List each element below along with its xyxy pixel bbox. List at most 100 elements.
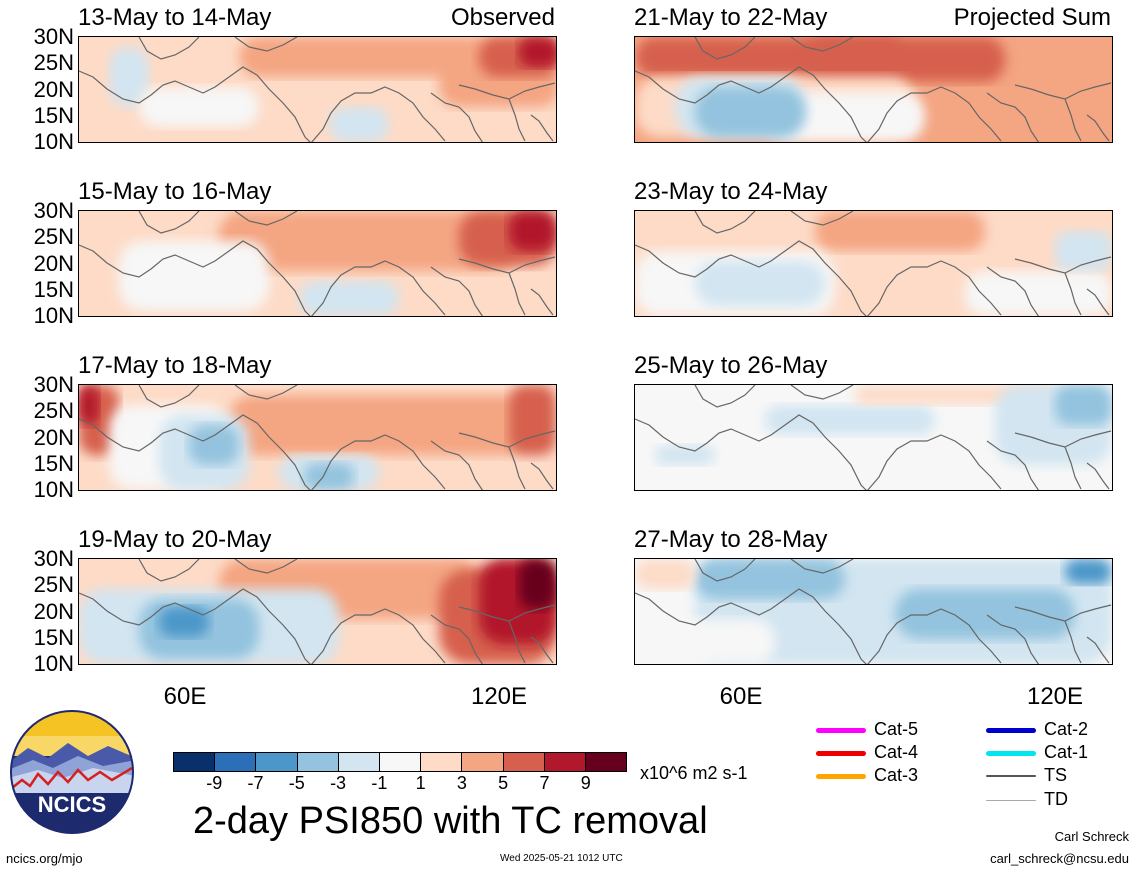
- panel-title: 17-May to 18-May: [78, 352, 272, 379]
- tc-legend-item: TD: [986, 790, 1068, 808]
- x-tick-label: 120E: [1026, 683, 1084, 710]
- colorbar-label: -5: [288, 773, 305, 793]
- tc-legend-item: Cat-5: [816, 720, 918, 738]
- tc-legend-line: [816, 727, 866, 733]
- colorbar-swatch: [544, 753, 586, 771]
- tc-legend-line: [816, 773, 866, 779]
- colorbar-swatch: [174, 753, 216, 771]
- tc-legend-line: [986, 775, 1036, 778]
- tc-legend-line: [986, 750, 1036, 756]
- y-tick-label: 20N: [33, 424, 74, 450]
- colorbar-label: -1: [371, 773, 388, 793]
- tc-legend-line: [816, 750, 866, 756]
- colorbar: [173, 752, 627, 772]
- colorbar-swatch: [503, 753, 545, 771]
- colorbar-label: 1: [415, 773, 426, 793]
- psi850-map: [78, 210, 557, 317]
- tc-legend-label: Cat-4: [874, 742, 919, 762]
- coastline: [635, 559, 1112, 664]
- tc-legend-label: TS: [1044, 765, 1068, 785]
- y-tick-label: 10N: [33, 129, 74, 154]
- colorbar-swatch: [338, 753, 380, 771]
- colorbar-swatch: [421, 753, 463, 771]
- colorbar-label: 9: [580, 773, 591, 793]
- colorbar-label: -3: [330, 773, 347, 793]
- tc-legend-label: Cat-2: [1044, 719, 1089, 739]
- colorbar-swatch: [462, 753, 504, 771]
- tc-legend-label: Cat-1: [1044, 742, 1089, 762]
- colorbar-label: -7: [247, 773, 264, 793]
- footer-url: ncics.org/mjo: [6, 851, 83, 866]
- footer-timestamp: Wed 2025-05-21 1012 UTC: [500, 853, 623, 864]
- psi850-map: [78, 36, 557, 143]
- panel-title: 15-May to 16-May: [78, 178, 272, 205]
- y-tick-label: 25N: [33, 572, 74, 598]
- colorbar-units: x10^6 m2 s-1: [640, 763, 748, 783]
- coastline: [635, 37, 1112, 142]
- logo-text: NCICS: [38, 792, 106, 817]
- coastline: [79, 211, 556, 316]
- panel-title: 27-May to 28-May: [634, 526, 828, 553]
- y-tick-label: 20N: [33, 598, 74, 624]
- x-tick-label: 120E: [470, 683, 528, 710]
- y-tick-label: 15N: [33, 276, 74, 302]
- colorbar-swatch: [297, 753, 339, 771]
- y-tick-label: 25N: [33, 398, 74, 424]
- colorbar-label: 5: [498, 773, 509, 793]
- colorbar-swatch: [256, 753, 298, 771]
- tc-legend-item: Cat-1: [986, 743, 1088, 761]
- observed-label: Observed: [450, 4, 555, 31]
- tc-legend-line: [986, 727, 1036, 733]
- y-tick-label: 15N: [33, 624, 74, 650]
- x-tick-label: 60E: [163, 683, 207, 710]
- panel-title: 19-May to 20-May: [78, 526, 272, 553]
- y-tick-label: 20N: [33, 250, 74, 276]
- y-tick-label: 10N: [33, 477, 74, 502]
- psi850-map: [634, 36, 1113, 143]
- tc-legend-item: TS: [986, 766, 1067, 784]
- y-tick-label: 30N: [33, 372, 74, 397]
- y-tick-label: 25N: [33, 224, 74, 250]
- tc-legend-label: Cat-3: [874, 765, 919, 785]
- psi850-map: [634, 384, 1113, 491]
- coastline: [635, 211, 1112, 316]
- y-tick-label: 15N: [33, 450, 74, 476]
- psi850-map: [78, 558, 557, 665]
- y-tick-label: 30N: [33, 24, 74, 49]
- panel-title: 13-May to 14-May: [78, 4, 272, 31]
- colorbar-swatch: [379, 753, 422, 771]
- y-tick-label: 10N: [33, 303, 74, 328]
- colorbar-label: 3: [456, 773, 467, 793]
- tc-legend-label: Cat-5: [874, 719, 919, 739]
- panel-title: 23-May to 24-May: [634, 178, 828, 205]
- footer-author: Carl Schreck: [1054, 829, 1129, 844]
- y-tick-label: 30N: [33, 198, 74, 223]
- colorbar-swatch: [215, 753, 257, 771]
- coastline: [79, 385, 556, 490]
- y-tick-label: 20N: [33, 76, 74, 102]
- tc-legend-label: TD: [1044, 789, 1068, 809]
- footer-email: carl_schreck@ncsu.edu: [990, 851, 1129, 866]
- x-tick-label: 60E: [719, 683, 763, 710]
- coastline: [79, 559, 556, 664]
- projected-sum-label: Projected Sum: [953, 4, 1111, 31]
- psi850-map: [78, 384, 557, 491]
- y-tick-label: 30N: [33, 546, 74, 571]
- tc-legend-item: Cat-2: [986, 720, 1088, 738]
- panel-title: 21-May to 22-May: [634, 4, 828, 31]
- y-tick-label: 15N: [33, 102, 74, 128]
- y-tick-label: 10N: [33, 651, 74, 676]
- psi850-map: [634, 558, 1113, 665]
- coastline: [79, 37, 556, 142]
- colorbar-label: 7: [539, 773, 550, 793]
- psi850-map: [634, 210, 1113, 317]
- y-tick-label: 25N: [33, 50, 74, 76]
- tc-legend-item: Cat-4: [816, 743, 918, 761]
- coastline: [635, 385, 1112, 490]
- ncics-logo: NCICS: [8, 708, 136, 836]
- tc-legend-item: Cat-3: [816, 766, 918, 784]
- tc-legend-line: [986, 799, 1036, 801]
- colorbar-swatch: [585, 753, 627, 771]
- figure-title: 2-day PSI850 with TC removal: [193, 800, 708, 842]
- panel-title: 25-May to 26-May: [634, 352, 828, 379]
